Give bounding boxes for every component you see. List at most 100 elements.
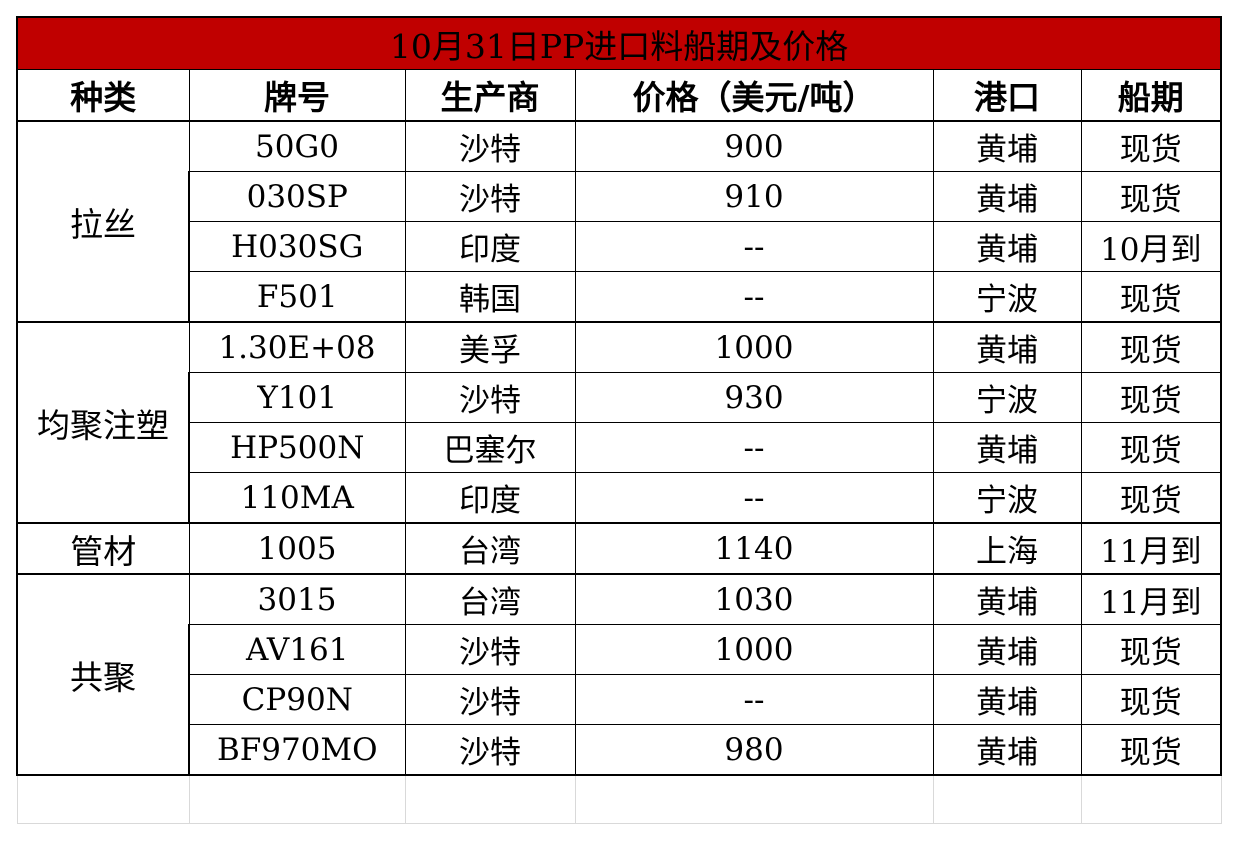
price-cell[interactable]: 980 xyxy=(574,724,934,776)
price-cell[interactable]: -- xyxy=(574,472,934,524)
shipment-cell[interactable]: 现货 xyxy=(1080,624,1223,675)
empty-cell[interactable] xyxy=(932,775,1082,824)
table-row: CP90N 沙特 -- 黄埔 现货 xyxy=(17,674,1223,725)
shipment-cell[interactable]: 11月到 xyxy=(1080,522,1223,575)
category-cell[interactable]: 共聚 xyxy=(16,573,190,776)
price-cell[interactable]: -- xyxy=(574,422,934,473)
grade-cell[interactable]: HP500N xyxy=(188,422,406,473)
header-producer[interactable]: 生产商 xyxy=(404,69,576,122)
port-cell[interactable]: 黄埔 xyxy=(932,573,1082,625)
table-row: 110MA 印度 -- 宁波 现货 xyxy=(17,472,1223,524)
shipment-cell[interactable]: 现货 xyxy=(1080,120,1223,172)
table-row: 共聚 3015 台湾 1030 黄埔 11月到 xyxy=(16,573,1223,776)
table-row: 拉丝 50G0 沙特 900 黄埔 现货 xyxy=(16,120,1223,323)
port-cell[interactable]: 黄埔 xyxy=(932,422,1082,473)
header-grade[interactable]: 牌号 xyxy=(188,69,406,122)
grade-cell[interactable]: H030SG xyxy=(188,221,406,272)
grade-cell[interactable]: 50G0 xyxy=(188,120,406,172)
shipment-cell[interactable]: 11月到 xyxy=(1080,573,1223,625)
shipment-cell[interactable]: 现货 xyxy=(1080,271,1223,323)
grade-cell[interactable]: 030SP xyxy=(188,171,406,222)
empty-cell[interactable] xyxy=(16,775,190,824)
shipment-cell[interactable]: 现货 xyxy=(1080,422,1223,473)
empty-cell[interactable] xyxy=(188,775,406,824)
port-cell[interactable]: 宁波 xyxy=(932,372,1082,423)
table-row: H030SG 印度 -- 黄埔 10月到 xyxy=(17,221,1223,272)
header-price[interactable]: 价格（美元/吨） xyxy=(574,69,934,122)
producer-cell[interactable]: 沙特 xyxy=(404,724,576,776)
header-category[interactable]: 种类 xyxy=(16,69,190,122)
grade-cell[interactable]: 3015 xyxy=(188,573,406,625)
category-cell[interactable]: 均聚注塑 xyxy=(16,321,190,524)
table-row: F501 韩国 -- 宁波 现货 xyxy=(17,271,1223,323)
price-cell[interactable]: 1140 xyxy=(574,522,934,575)
price-cell[interactable]: 900 xyxy=(574,120,934,172)
producer-cell[interactable]: 沙特 xyxy=(404,674,576,725)
grade-cell[interactable]: BF970MO xyxy=(188,724,406,776)
producer-cell[interactable]: 沙特 xyxy=(404,372,576,423)
empty-cell[interactable] xyxy=(404,775,576,824)
shipment-cell[interactable]: 现货 xyxy=(1080,472,1223,524)
port-cell[interactable]: 黄埔 xyxy=(932,171,1082,222)
producer-cell[interactable]: 沙特 xyxy=(404,624,576,675)
price-cell[interactable]: -- xyxy=(574,271,934,323)
producer-cell[interactable]: 美孚 xyxy=(404,321,576,373)
price-cell[interactable]: 910 xyxy=(574,171,934,222)
price-cell[interactable]: 1030 xyxy=(574,573,934,625)
empty-cell[interactable] xyxy=(574,775,934,824)
grade-cell[interactable]: F501 xyxy=(188,271,406,323)
shipment-cell[interactable]: 现货 xyxy=(1080,171,1223,222)
shipment-cell[interactable]: 现货 xyxy=(1080,372,1223,423)
table-row: HP500N 巴塞尔 -- 黄埔 现货 xyxy=(17,422,1223,473)
grade-cell[interactable]: 1005 xyxy=(188,522,406,575)
price-cell[interactable]: -- xyxy=(574,221,934,272)
empty-row xyxy=(16,775,1222,824)
empty-cell[interactable] xyxy=(1080,775,1222,824)
price-cell[interactable]: 930 xyxy=(574,372,934,423)
port-cell[interactable]: 宁波 xyxy=(932,271,1082,323)
header-row: 种类 牌号 生产商 价格（美元/吨） 港口 船期 xyxy=(16,69,1223,122)
table-title[interactable]: 10月31日PP进口料船期及价格 xyxy=(15,16,1223,70)
price-cell[interactable]: -- xyxy=(574,674,934,725)
price-table: 10月31日PP进口料船期及价格 种类 牌号 生产商 价格（美元/吨） 港口 船… xyxy=(15,16,1223,824)
shipment-cell[interactable]: 现货 xyxy=(1080,724,1223,776)
table-row: AV161 沙特 1000 黄埔 现货 xyxy=(17,624,1223,675)
producer-cell[interactable]: 沙特 xyxy=(404,120,576,172)
port-cell[interactable]: 黄埔 xyxy=(932,724,1082,776)
port-cell[interactable]: 黄埔 xyxy=(932,674,1082,725)
shipment-cell[interactable]: 现货 xyxy=(1080,321,1223,373)
grade-cell[interactable]: CP90N xyxy=(188,674,406,725)
category-cell[interactable]: 管材 xyxy=(16,522,190,575)
shipment-cell[interactable]: 现货 xyxy=(1080,674,1223,725)
port-cell[interactable]: 黄埔 xyxy=(932,321,1082,373)
category-cell[interactable]: 拉丝 xyxy=(16,120,190,323)
port-cell[interactable]: 上海 xyxy=(932,522,1082,575)
producer-cell[interactable]: 印度 xyxy=(404,472,576,524)
shipment-cell[interactable]: 10月到 xyxy=(1080,221,1223,272)
table-row: 管材 1005 台湾 1140 上海 11月到 xyxy=(16,522,1223,575)
table-row: 均聚注塑 1.30E+08 美孚 1000 黄埔 现货 xyxy=(16,321,1223,524)
producer-cell[interactable]: 台湾 xyxy=(404,573,576,625)
port-cell[interactable]: 黄埔 xyxy=(932,624,1082,675)
port-cell[interactable]: 黄埔 xyxy=(932,120,1082,172)
grade-cell[interactable]: Y101 xyxy=(188,372,406,423)
table-row: 030SP 沙特 910 黄埔 现货 xyxy=(17,171,1223,222)
header-port[interactable]: 港口 xyxy=(932,69,1082,122)
price-cell[interactable]: 1000 xyxy=(574,321,934,373)
producer-cell[interactable]: 印度 xyxy=(404,221,576,272)
producer-cell[interactable]: 沙特 xyxy=(404,171,576,222)
price-cell[interactable]: 1000 xyxy=(574,624,934,675)
grade-cell[interactable]: 1.30E+08 xyxy=(188,321,406,373)
producer-cell[interactable]: 巴塞尔 xyxy=(404,422,576,473)
grade-cell[interactable]: 110MA xyxy=(188,472,406,524)
grade-cell[interactable]: AV161 xyxy=(188,624,406,675)
table-row: Y101 沙特 930 宁波 现货 xyxy=(17,372,1223,423)
producer-cell[interactable]: 韩国 xyxy=(404,271,576,323)
header-shipment[interactable]: 船期 xyxy=(1080,69,1223,122)
port-cell[interactable]: 黄埔 xyxy=(932,221,1082,272)
title-row: 10月31日PP进口料船期及价格 xyxy=(15,16,1223,70)
producer-cell[interactable]: 台湾 xyxy=(404,522,576,575)
port-cell[interactable]: 宁波 xyxy=(932,472,1082,524)
table-row: BF970MO 沙特 980 黄埔 现货 xyxy=(17,724,1223,776)
